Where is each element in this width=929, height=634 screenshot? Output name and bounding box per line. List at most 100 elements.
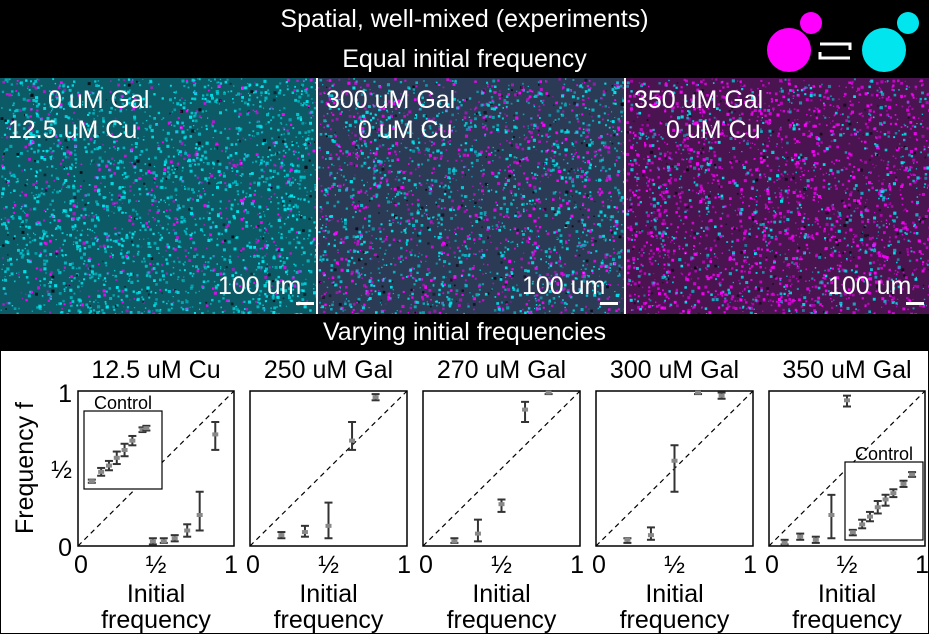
inset-5-errorbar-4 <box>881 493 890 507</box>
chart-2-errorbar-0 <box>277 531 286 540</box>
cyan-cell-small <box>897 12 919 34</box>
chart-title-5: 350 uM Gal <box>782 356 911 384</box>
frequency-charts: 12.5 uM Cu0 ½ 1InitialfrequencyControl250 … <box>11 356 929 634</box>
x-label-line1-2: Initial <box>299 580 357 608</box>
x-label-line1-3: Initial <box>472 580 530 608</box>
magenta-cell-small <box>800 12 822 34</box>
micrograph-3-cu: 0 uM Cu <box>666 116 761 144</box>
micrograph-image-1 <box>0 78 316 314</box>
micrograph-2-cu: 0 uM Cu <box>358 116 453 144</box>
chart-2-errorbar-4 <box>371 393 380 402</box>
chart-2-errorbar-1 <box>300 524 309 538</box>
micrograph-2-gal: 300 uM Gal <box>326 86 456 114</box>
chart-2-errorbar-2 <box>324 501 333 540</box>
micrograph-1: 0 uM Gal 12.5 uM Cu 100 um <box>0 78 316 314</box>
inset-1-errorbar-5 <box>128 434 137 447</box>
chart-4-errorbar-0 <box>623 537 632 544</box>
plot-frame-1 <box>77 390 235 547</box>
plot-frame-5 <box>768 390 926 547</box>
inset-1-errorbar-1 <box>97 466 106 477</box>
inset-1-errorbar-0 <box>87 478 96 484</box>
plot-frame-2 <box>249 390 408 547</box>
control-label-1: Control <box>94 393 152 413</box>
y-tick-half: ½ <box>51 456 72 484</box>
inset-5-errorbar-0 <box>848 528 857 537</box>
chart-title-1: 12.5 uM Cu <box>91 356 220 384</box>
inset-1-errorbar-2 <box>104 459 113 472</box>
equilibrium-arrows <box>818 42 852 60</box>
micrograph-2: 300 uM Gal 0 uM Cu 100 um <box>318 78 624 314</box>
y-axis-label: Frequency f <box>11 402 39 534</box>
micrograph-3-scalebar <box>906 302 924 305</box>
chart-5-errorbar-4 <box>843 394 851 408</box>
x-tick-half-4: ½ <box>664 551 685 579</box>
x-label-line2-2: frequency <box>274 606 384 634</box>
x-label-line2-1: frequency <box>101 606 211 634</box>
chart-1-errorbar-0 <box>148 537 157 546</box>
y-tick-1: 1 <box>58 380 72 408</box>
control-label-5: Control <box>855 444 913 464</box>
micrograph-2-scalebar <box>600 302 618 305</box>
micrograph-1-cu: 12.5 uM Cu <box>8 116 138 144</box>
figure-title-line2: Equal initial frequency <box>342 45 587 73</box>
figure-title-line1: Spatial, well-mixed (experiments) <box>280 5 649 33</box>
diagonal-reference-3 <box>422 390 581 547</box>
inset-5-errorbar-1 <box>858 518 867 530</box>
control-inset-1: Control <box>83 393 163 490</box>
inset-5-errorbar-2 <box>865 510 874 523</box>
micrograph-3-scale: 100 um <box>828 272 912 300</box>
inset-1-errorbar-3 <box>112 450 121 466</box>
inset-5-errorbar-6 <box>899 479 908 488</box>
x-tick-1-4: 1 <box>743 551 757 579</box>
top-banner: Spatial, well-mixed (experiments) Equal … <box>0 0 929 78</box>
x-tick-0-2: 0 <box>246 551 260 579</box>
magenta-cell-large <box>767 28 811 72</box>
chart-5-errorbar-2 <box>811 535 820 544</box>
inset-1-errorbar-4 <box>120 442 129 458</box>
chart-3-errorbar-3 <box>521 400 530 423</box>
chart-1-errorbar-1 <box>159 537 168 544</box>
x-tick-1-3: 1 <box>570 551 584 579</box>
micrograph-3-gal: 350 uM Gal <box>634 86 764 114</box>
section-banner: Varying initial frequencies <box>0 314 929 350</box>
micrograph-1-scale: 100 um <box>218 272 302 300</box>
chart-5-errorbar-3 <box>827 493 836 540</box>
x-label-line2-3: frequency <box>447 606 557 634</box>
chart-5-errorbar-0 <box>780 538 789 546</box>
chart-title-3: 270 uM Gal <box>437 356 566 384</box>
x-tick-half-2: ½ <box>318 551 339 579</box>
micrograph-3: 350 uM Gal 0 uM Cu 100 um <box>626 78 929 314</box>
x-tick-0-3: 0 <box>419 551 433 579</box>
chart-1-errorbar-2 <box>170 534 179 543</box>
chart-4-errorbar-4 <box>717 391 726 400</box>
x-label-line2-4: frequency <box>620 606 730 634</box>
chart-3-errorbar-2 <box>497 498 506 513</box>
y-tick-0: 0 <box>58 534 72 562</box>
micrograph-1-gal: 0 uM Gal <box>48 86 150 114</box>
control-inset-5: Control <box>844 444 924 541</box>
x-tick-1-2: 1 <box>397 551 411 579</box>
x-tick-0-4: 0 <box>592 551 606 579</box>
magenta-cyan-cells-equilibrium-icon <box>767 12 919 72</box>
chart-3-errorbar-4 <box>544 390 553 396</box>
inset-5-errorbar-3 <box>873 500 882 515</box>
x-tick-0-5: 0 <box>765 551 779 579</box>
chart-title-2: 250 uM Gal <box>264 356 393 384</box>
x-label-line1-1: Initial <box>127 580 185 608</box>
micrograph-image-2 <box>318 78 624 314</box>
x-tick-half-1: ½ <box>146 551 167 579</box>
x-tick-1-1: 1 <box>224 551 238 579</box>
inset-5-errorbar-5 <box>889 488 898 499</box>
chart-2-errorbar-3 <box>348 421 357 451</box>
x-label-line1-4: Initial <box>645 580 703 608</box>
chart-4-errorbar-2 <box>670 444 679 493</box>
chart-1-errorbar-5 <box>211 421 220 451</box>
micrograph-1-scalebar <box>296 302 314 305</box>
x-label-line1-5: Initial <box>818 580 876 608</box>
chart-4-errorbar-1 <box>646 526 655 541</box>
x-label-line2-5: frequency <box>792 606 902 634</box>
